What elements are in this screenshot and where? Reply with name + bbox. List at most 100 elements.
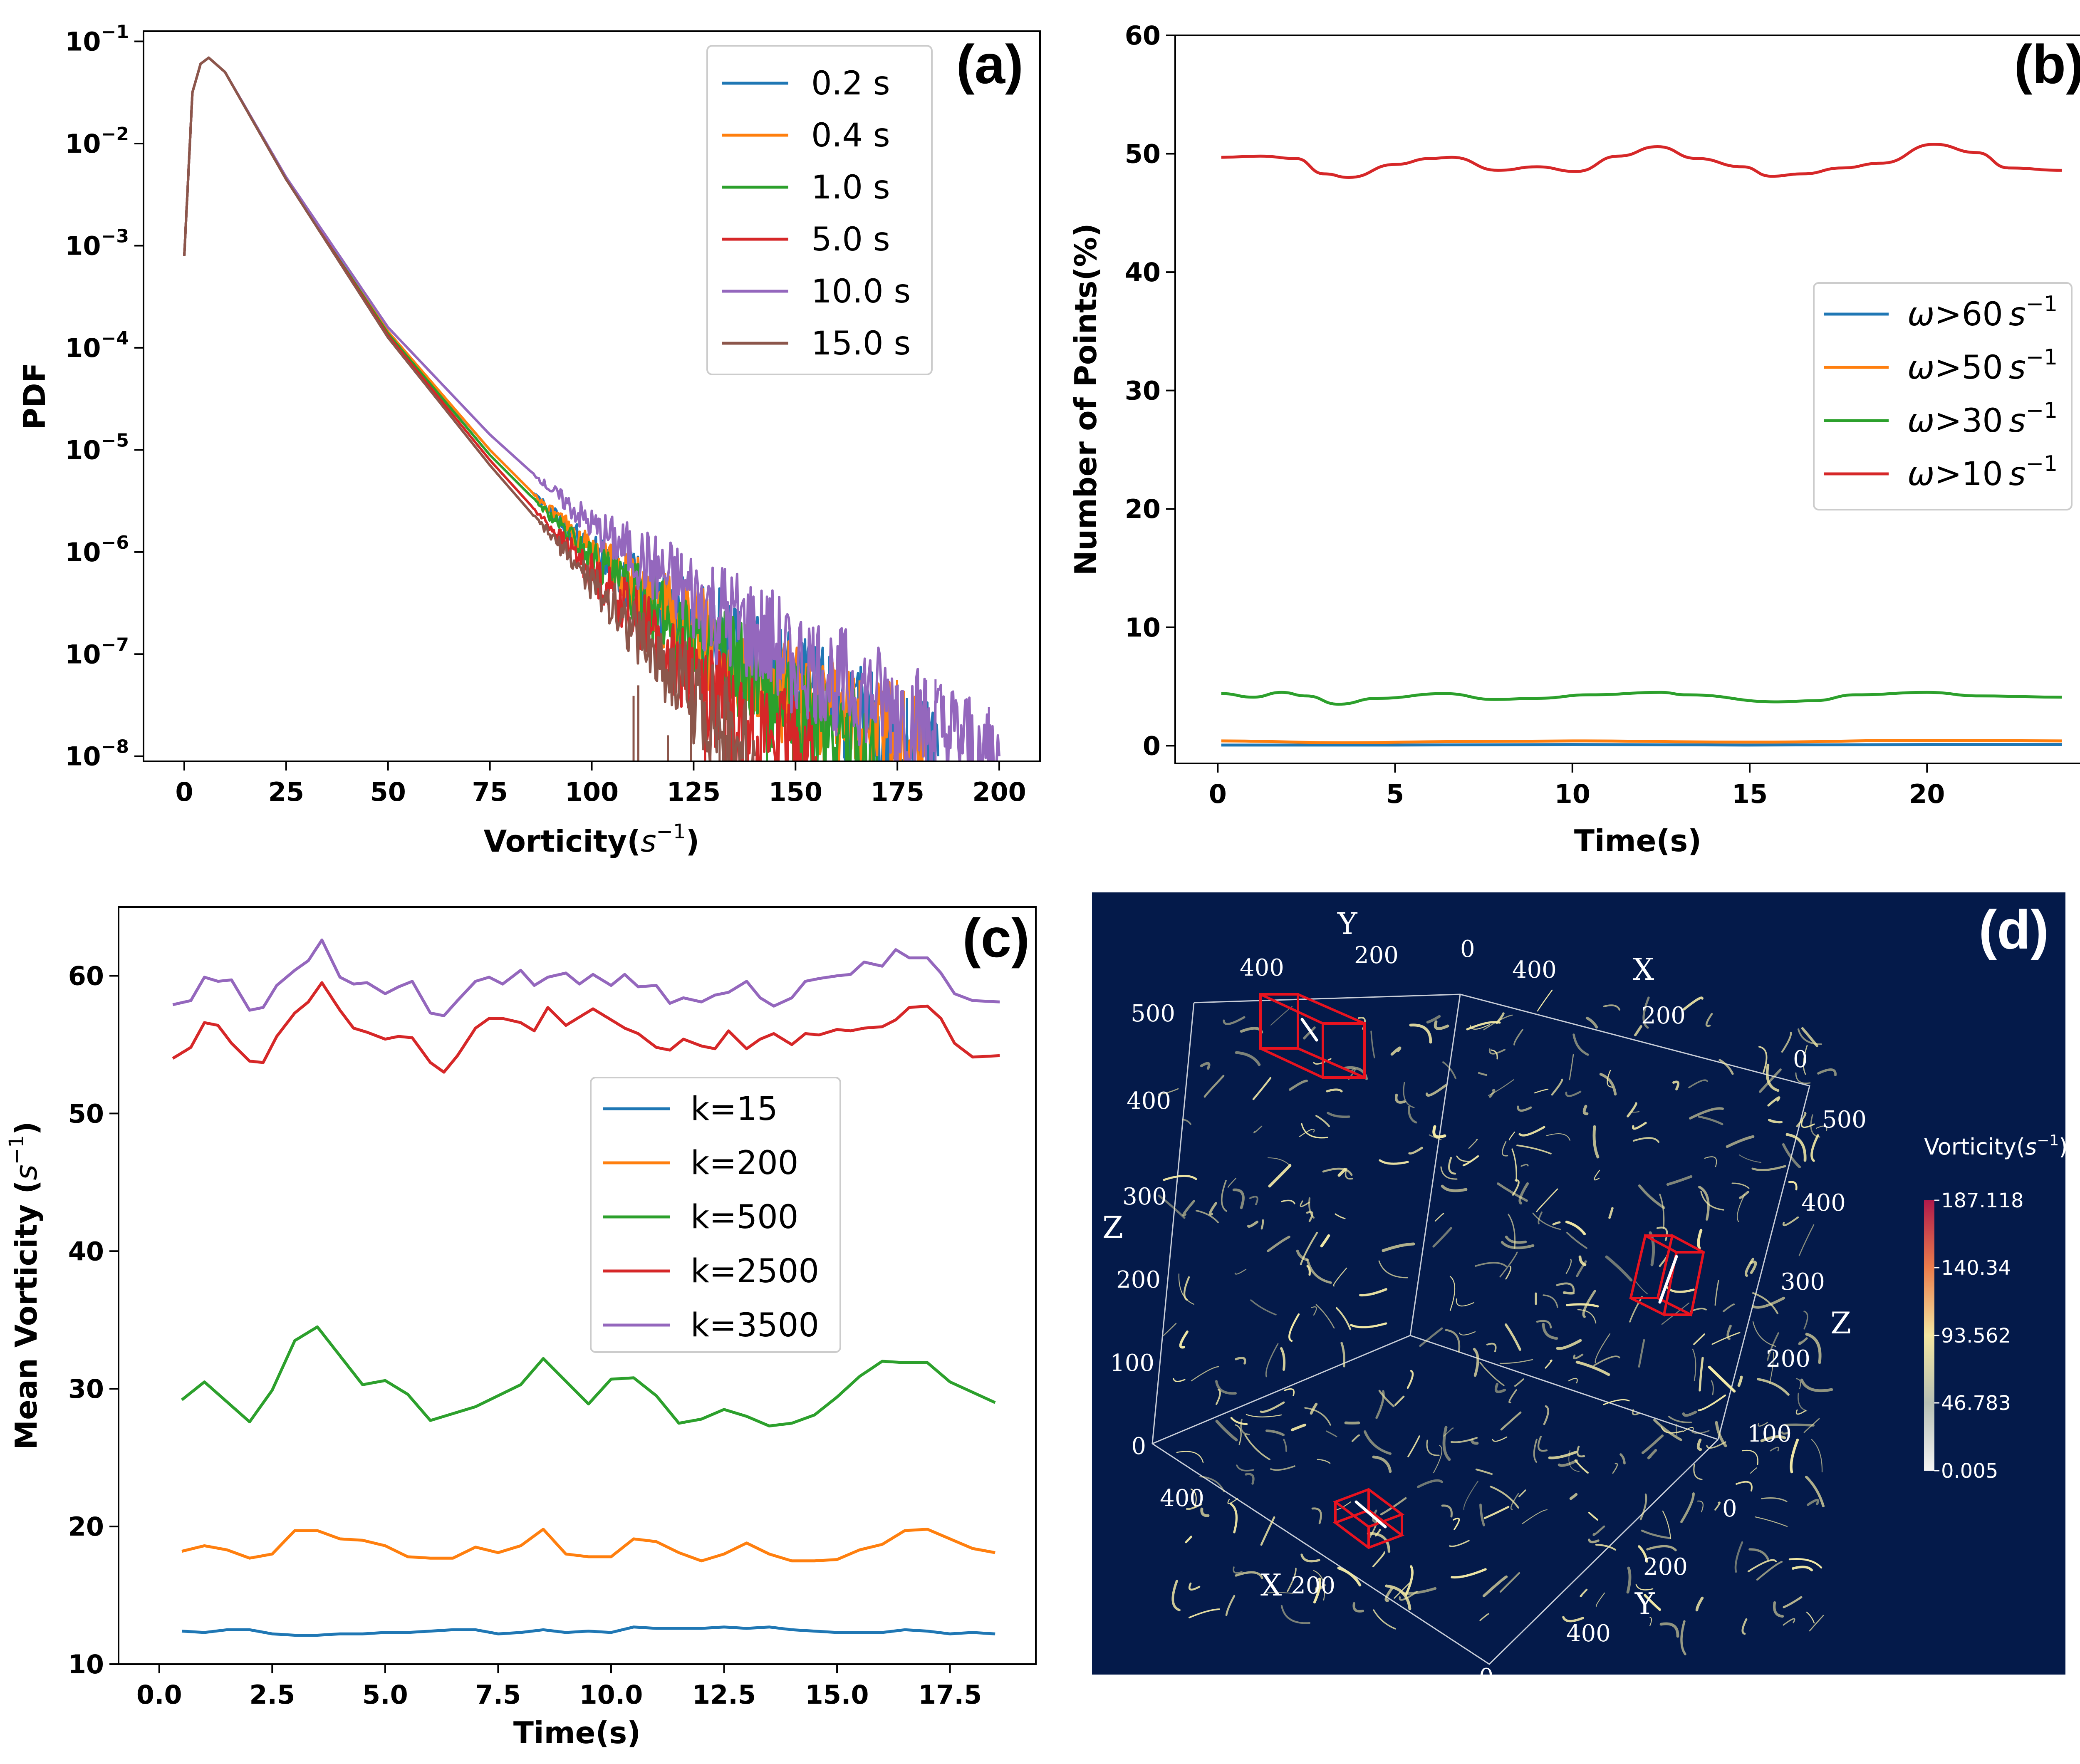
svg-text:400: 400 bbox=[1240, 954, 1284, 981]
vortex-filament bbox=[1483, 1506, 1510, 1519]
vortex-filament bbox=[1260, 1516, 1275, 1546]
vortex-filament bbox=[1807, 1499, 1820, 1506]
x-tick-label: 0 bbox=[175, 777, 193, 807]
vortex-filament bbox=[1236, 1464, 1254, 1472]
vortex-filament bbox=[1810, 1114, 1820, 1138]
vortex-filament bbox=[1659, 1622, 1679, 1638]
legend-label: 15.0 s bbox=[811, 325, 911, 362]
vortex-filament bbox=[1543, 1294, 1558, 1308]
vortex-filament bbox=[1644, 1594, 1661, 1611]
vortex-filament bbox=[1518, 1182, 1529, 1205]
vortex-filament bbox=[1510, 1493, 1519, 1510]
vortex-filament bbox=[1556, 1282, 1575, 1293]
x-axis-label: Vorticity(s−1) bbox=[484, 820, 700, 859]
vortex-filament bbox=[1252, 1077, 1272, 1100]
y-tick-label: 30 bbox=[1125, 376, 1161, 406]
vortex-filament bbox=[1688, 1079, 1708, 1088]
vortex-filament bbox=[1512, 1179, 1520, 1196]
y-tick-label: 20 bbox=[68, 1511, 104, 1542]
vortex-filament bbox=[1576, 1260, 1587, 1277]
vortex-filament bbox=[1698, 1186, 1710, 1221]
vortex-filament bbox=[1367, 1532, 1391, 1553]
vortex-filament bbox=[1235, 1571, 1263, 1579]
vortex-filament bbox=[1267, 1157, 1292, 1167]
vortex-filament bbox=[1158, 1088, 1179, 1095]
vortex-filament bbox=[1697, 1229, 1703, 1250]
vortex-filament bbox=[1246, 1414, 1282, 1417]
vortex-filament bbox=[1752, 1292, 1779, 1315]
vortex-filament bbox=[1479, 1613, 1489, 1621]
vortex-filament bbox=[1313, 1570, 1325, 1601]
vortex-filament bbox=[1768, 1118, 1783, 1124]
x-tick-label: 17.5 bbox=[918, 1680, 982, 1710]
y-tick-label: 10−4 bbox=[65, 328, 129, 363]
vortex-filament bbox=[1752, 1321, 1776, 1347]
vortex-filament bbox=[1306, 1259, 1332, 1284]
vortex-filament bbox=[1253, 1125, 1263, 1134]
svg-text:100: 100 bbox=[1747, 1420, 1792, 1447]
series-line bbox=[172, 938, 1000, 1017]
vortex-filament bbox=[1486, 1343, 1497, 1353]
vortex-filament bbox=[1708, 1365, 1736, 1393]
x-tick-label: 2.5 bbox=[249, 1680, 295, 1710]
svg-text:0: 0 bbox=[1479, 1664, 1494, 1691]
vortex-filament bbox=[1300, 1200, 1310, 1207]
colorbar-gradient bbox=[1924, 1200, 1934, 1471]
vortex-filament bbox=[1186, 1503, 1202, 1510]
vortex-filament bbox=[1235, 1424, 1242, 1445]
svg-text:400: 400 bbox=[1566, 1620, 1611, 1647]
vortex-filament bbox=[1289, 1080, 1308, 1091]
vortex-filament bbox=[1661, 1426, 1683, 1434]
svg-text:200: 200 bbox=[1641, 1002, 1686, 1029]
svg-text:400: 400 bbox=[1801, 1189, 1846, 1216]
tick-labels-x-top: 400 200 0 bbox=[1512, 956, 1808, 1073]
vortex-filament bbox=[1649, 1617, 1652, 1626]
vortex-filament bbox=[1576, 1445, 1585, 1457]
panel-a: 0 25 50 75 100 125 150 175 200 10−1 10−2 10−3 10−4 1… bbox=[17, 22, 1041, 859]
tick-labels-z-right: 500 400 300 200 100 0 bbox=[1722, 1106, 1867, 1522]
vortex-filament bbox=[1788, 1181, 1798, 1191]
vortex-filament bbox=[1641, 1434, 1664, 1454]
x-tick-label: 15.0 bbox=[805, 1680, 869, 1710]
vortex-filament bbox=[1475, 1262, 1507, 1267]
svg-text:0: 0 bbox=[1460, 936, 1475, 963]
vortex-filament bbox=[1280, 1347, 1286, 1371]
vortex-filament bbox=[1758, 1422, 1768, 1427]
vortex-filament bbox=[1326, 1430, 1337, 1437]
vortex-filament bbox=[1488, 1079, 1515, 1096]
vortex-filament bbox=[1232, 1188, 1245, 1209]
vortex-filament bbox=[1809, 1615, 1824, 1632]
vortex-filament bbox=[1227, 1177, 1237, 1188]
vortex-filament bbox=[1714, 1501, 1721, 1511]
vortex-filament bbox=[1758, 1046, 1768, 1073]
highlight-box-top-left bbox=[1259, 993, 1366, 1079]
colorbar-tick: 0.005 bbox=[1941, 1459, 1998, 1483]
vortex-filament bbox=[1375, 1390, 1385, 1419]
vortex-filament bbox=[1511, 1148, 1517, 1182]
y-tick-label: 50 bbox=[68, 1098, 104, 1129]
tick-labels-y-bottom: 200 400 0 bbox=[1479, 1553, 1688, 1691]
legend: 0.2 s 0.4 s 1.0 s 5.0 s 10.0 s 15.0 s bbox=[706, 45, 933, 375]
y-tick-label: 20 bbox=[1125, 494, 1161, 524]
vortex-filament bbox=[1458, 1331, 1476, 1335]
vortex-filament bbox=[1284, 1388, 1295, 1396]
vortex-filament bbox=[1478, 1072, 1488, 1076]
svg-text:100: 100 bbox=[1110, 1350, 1154, 1377]
vortex-filament bbox=[1370, 1031, 1375, 1058]
vortex-filament bbox=[1595, 1333, 1611, 1364]
vortex-filament bbox=[1603, 1004, 1621, 1011]
vortex-filament bbox=[1505, 1235, 1527, 1244]
vortex-filament bbox=[1666, 1175, 1693, 1186]
y-tick-label: 60 bbox=[68, 961, 104, 991]
vortex-filament bbox=[1313, 1058, 1332, 1065]
x-axis-label: Time(s) bbox=[513, 1715, 641, 1750]
vortex-filament bbox=[1233, 1566, 1243, 1574]
vortex-filament bbox=[1317, 1459, 1331, 1464]
vortex-filament bbox=[1230, 1417, 1248, 1425]
vortex-filament bbox=[1432, 1125, 1446, 1139]
y-tick-label: 40 bbox=[68, 1236, 104, 1266]
legend-label: 5.0 s bbox=[811, 221, 890, 258]
vortex-filament bbox=[1470, 1438, 1479, 1445]
vortex-filament bbox=[1499, 1251, 1518, 1278]
vortex-filament bbox=[1473, 1348, 1479, 1377]
